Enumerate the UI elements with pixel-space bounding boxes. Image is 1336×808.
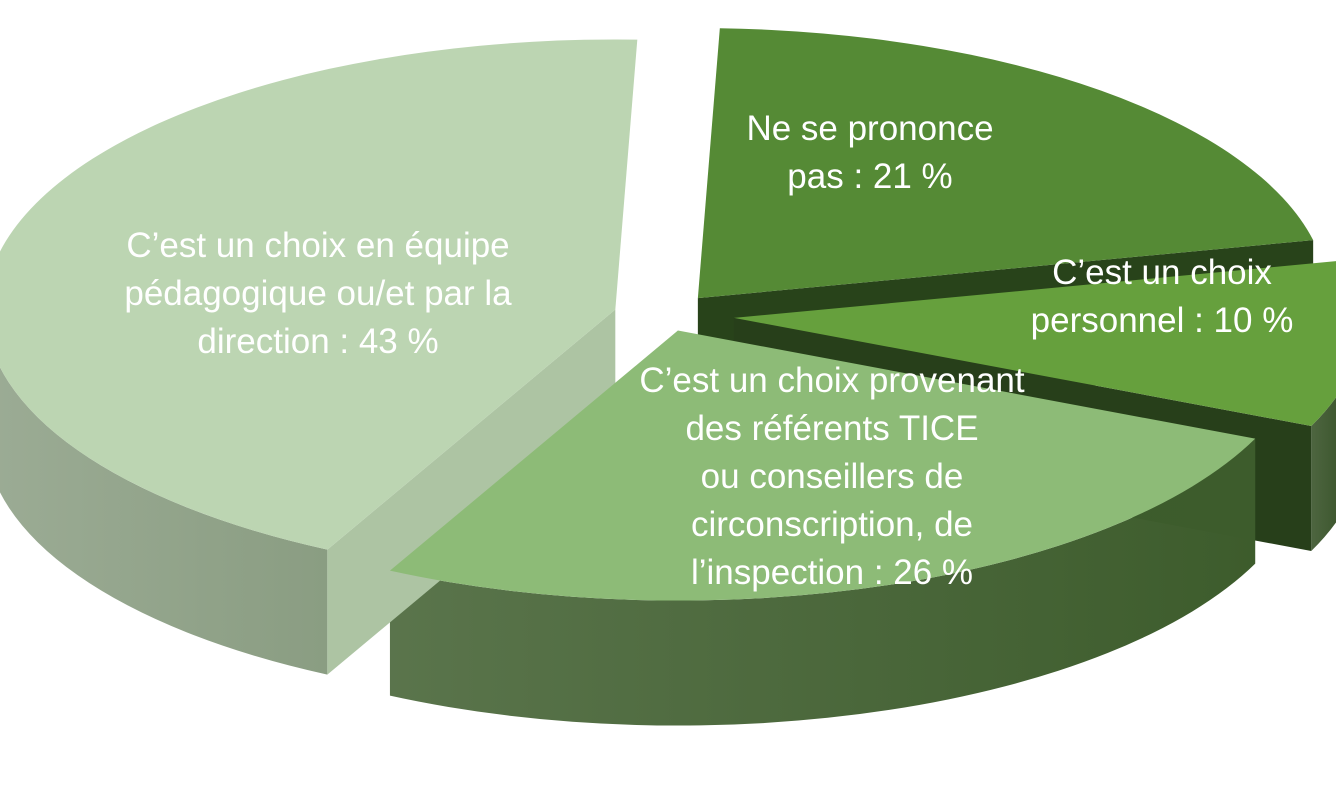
slice-label-line: personnel : 10 % [1031,301,1294,340]
slice-choix-personnel [733,261,1336,426]
slice-equipe-pedagogique [0,39,638,550]
slice-side-referents-tice [389,438,1256,726]
slice-label-ne-se-prononce: Ne se prononce pas : 21 % [746,109,993,196]
slice-label-choix-personnel: C’est un choix personnel : 10 % [1031,253,1294,340]
slice-label-line: C’est un choix en équipe [126,226,509,265]
slice-referents-tice [389,330,1256,601]
slice-label-line: des référents TICE [685,409,978,448]
slice-label-line: ou conseillers de [701,457,964,496]
slice-tops [0,28,1336,601]
slice-label-line: l’inspection : 26 % [691,553,973,592]
slice-label-line: circonscription, de [691,505,973,544]
slice-label-line: direction : 43 % [197,322,438,361]
slice-label-line: Ne se prononce [746,109,993,148]
slice-labels: Ne se prononce pas : 21 % C’est un choix pe… [124,109,1293,592]
slice-cut-equipe-pedagogique [327,309,616,675]
slice-label-line: pas : 21 % [787,157,952,196]
slice-side-choix-personnel [1311,397,1336,551]
slice-label-line: pédagogique ou/et par la [124,274,512,313]
slice-label-line: C’est un choix provenant [639,361,1024,400]
slice-label-referents-tice: C’est un choix provenant des référents TI… [639,361,1024,592]
slice-side-equipe-pedagogique [0,367,328,675]
slice-ne-se-prononce [697,28,1314,299]
slice-label-line: C’est un choix [1052,253,1272,292]
slice-label-equipe-pedagogique: C’est un choix en équipe pédagogique ou/e… [124,226,512,361]
